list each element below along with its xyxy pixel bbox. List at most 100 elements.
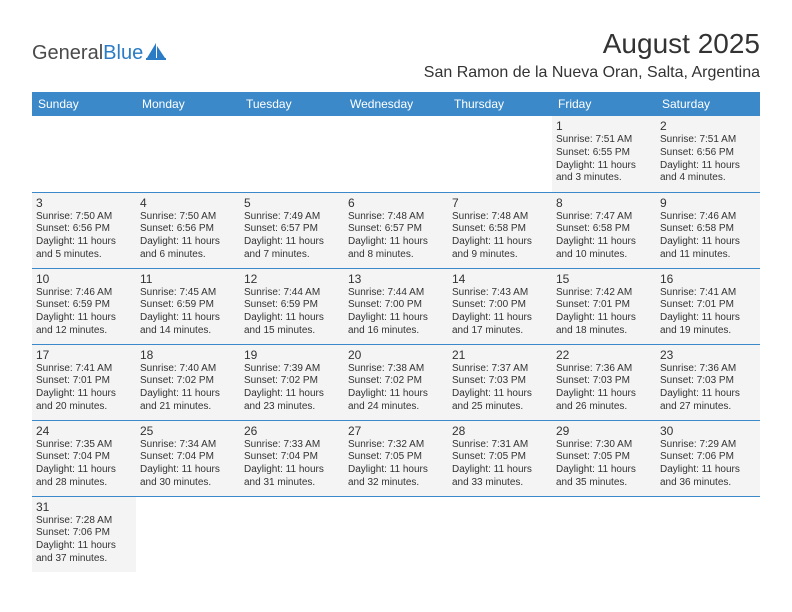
day-number: 22: [556, 348, 652, 362]
calendar-cell: 2Sunrise: 7:51 AMSunset: 6:56 PMDaylight…: [656, 116, 760, 192]
day-number: 15: [556, 272, 652, 286]
col-sunday: Sunday: [32, 92, 136, 116]
day-number: 31: [36, 500, 132, 514]
day-details: Sunrise: 7:51 AMSunset: 6:55 PMDaylight:…: [556, 134, 652, 185]
day-number: 3: [36, 196, 132, 210]
calendar-cell: [448, 116, 552, 192]
day-details: Sunrise: 7:50 AMSunset: 6:56 PMDaylight:…: [36, 211, 132, 262]
calendar-row: 17Sunrise: 7:41 AMSunset: 7:01 PMDayligh…: [32, 344, 760, 420]
calendar-cell: 21Sunrise: 7:37 AMSunset: 7:03 PMDayligh…: [448, 344, 552, 420]
calendar-cell: 1Sunrise: 7:51 AMSunset: 6:55 PMDaylight…: [552, 116, 656, 192]
calendar-cell: [656, 496, 760, 572]
day-details: Sunrise: 7:47 AMSunset: 6:58 PMDaylight:…: [556, 211, 652, 262]
day-details: Sunrise: 7:31 AMSunset: 7:05 PMDaylight:…: [452, 439, 548, 490]
day-details: Sunrise: 7:48 AMSunset: 6:58 PMDaylight:…: [452, 211, 548, 262]
calendar-cell: 13Sunrise: 7:44 AMSunset: 7:00 PMDayligh…: [344, 268, 448, 344]
calendar-row: 31Sunrise: 7:28 AMSunset: 7:06 PMDayligh…: [32, 496, 760, 572]
logo: GeneralBlue: [32, 42, 167, 65]
day-details: Sunrise: 7:45 AMSunset: 6:59 PMDaylight:…: [140, 287, 236, 338]
day-details: Sunrise: 7:40 AMSunset: 7:02 PMDaylight:…: [140, 363, 236, 414]
day-details: Sunrise: 7:41 AMSunset: 7:01 PMDaylight:…: [36, 363, 132, 414]
calendar-row: 24Sunrise: 7:35 AMSunset: 7:04 PMDayligh…: [32, 420, 760, 496]
day-number: 11: [140, 272, 236, 286]
col-friday: Friday: [552, 92, 656, 116]
calendar-cell: 6Sunrise: 7:48 AMSunset: 6:57 PMDaylight…: [344, 192, 448, 268]
calendar-cell: 9Sunrise: 7:46 AMSunset: 6:58 PMDaylight…: [656, 192, 760, 268]
day-number: 14: [452, 272, 548, 286]
col-monday: Monday: [136, 92, 240, 116]
day-details: Sunrise: 7:49 AMSunset: 6:57 PMDaylight:…: [244, 211, 340, 262]
day-details: Sunrise: 7:51 AMSunset: 6:56 PMDaylight:…: [660, 134, 756, 185]
day-details: Sunrise: 7:44 AMSunset: 6:59 PMDaylight:…: [244, 287, 340, 338]
col-wednesday: Wednesday: [344, 92, 448, 116]
day-number: 13: [348, 272, 444, 286]
day-details: Sunrise: 7:33 AMSunset: 7:04 PMDaylight:…: [244, 439, 340, 490]
day-details: Sunrise: 7:42 AMSunset: 7:01 PMDaylight:…: [556, 287, 652, 338]
day-details: Sunrise: 7:36 AMSunset: 7:03 PMDaylight:…: [660, 363, 756, 414]
day-number: 23: [660, 348, 756, 362]
calendar-cell: [344, 116, 448, 192]
calendar-cell: 20Sunrise: 7:38 AMSunset: 7:02 PMDayligh…: [344, 344, 448, 420]
day-number: 8: [556, 196, 652, 210]
calendar-cell: [240, 496, 344, 572]
logo-sail-icon: [145, 41, 167, 61]
calendar-row: 10Sunrise: 7:46 AMSunset: 6:59 PMDayligh…: [32, 268, 760, 344]
day-details: Sunrise: 7:46 AMSunset: 6:59 PMDaylight:…: [36, 287, 132, 338]
calendar-cell: 4Sunrise: 7:50 AMSunset: 6:56 PMDaylight…: [136, 192, 240, 268]
calendar-cell: 14Sunrise: 7:43 AMSunset: 7:00 PMDayligh…: [448, 268, 552, 344]
day-number: 30: [660, 424, 756, 438]
day-number: 4: [140, 196, 236, 210]
calendar-cell: 8Sunrise: 7:47 AMSunset: 6:58 PMDaylight…: [552, 192, 656, 268]
day-number: 7: [452, 196, 548, 210]
day-details: Sunrise: 7:36 AMSunset: 7:03 PMDaylight:…: [556, 363, 652, 414]
calendar-cell: 15Sunrise: 7:42 AMSunset: 7:01 PMDayligh…: [552, 268, 656, 344]
calendar-cell: 31Sunrise: 7:28 AMSunset: 7:06 PMDayligh…: [32, 496, 136, 572]
day-number: 6: [348, 196, 444, 210]
day-number: 1: [556, 119, 652, 133]
calendar-cell: 26Sunrise: 7:33 AMSunset: 7:04 PMDayligh…: [240, 420, 344, 496]
calendar-cell: 5Sunrise: 7:49 AMSunset: 6:57 PMDaylight…: [240, 192, 344, 268]
day-details: Sunrise: 7:48 AMSunset: 6:57 PMDaylight:…: [348, 211, 444, 262]
day-number: 12: [244, 272, 340, 286]
day-number: 27: [348, 424, 444, 438]
day-details: Sunrise: 7:37 AMSunset: 7:03 PMDaylight:…: [452, 363, 548, 414]
col-saturday: Saturday: [656, 92, 760, 116]
calendar-cell: 10Sunrise: 7:46 AMSunset: 6:59 PMDayligh…: [32, 268, 136, 344]
day-details: Sunrise: 7:50 AMSunset: 6:56 PMDaylight:…: [140, 211, 236, 262]
calendar-cell: 17Sunrise: 7:41 AMSunset: 7:01 PMDayligh…: [32, 344, 136, 420]
day-number: 21: [452, 348, 548, 362]
calendar-cell: 27Sunrise: 7:32 AMSunset: 7:05 PMDayligh…: [344, 420, 448, 496]
day-number: 9: [660, 196, 756, 210]
day-number: 5: [244, 196, 340, 210]
calendar-row: 3Sunrise: 7:50 AMSunset: 6:56 PMDaylight…: [32, 192, 760, 268]
calendar-cell: [136, 496, 240, 572]
calendar-header-row: Sunday Monday Tuesday Wednesday Thursday…: [32, 92, 760, 116]
title-block: August 2025 San Ramon de la Nueva Oran, …: [424, 28, 760, 82]
day-number: 25: [140, 424, 236, 438]
calendar-cell: 24Sunrise: 7:35 AMSunset: 7:04 PMDayligh…: [32, 420, 136, 496]
calendar-cell: 28Sunrise: 7:31 AMSunset: 7:05 PMDayligh…: [448, 420, 552, 496]
calendar-cell: [344, 496, 448, 572]
header: GeneralBlue August 2025 San Ramon de la …: [32, 28, 760, 82]
col-thursday: Thursday: [448, 92, 552, 116]
day-number: 20: [348, 348, 444, 362]
calendar-cell: 19Sunrise: 7:39 AMSunset: 7:02 PMDayligh…: [240, 344, 344, 420]
day-details: Sunrise: 7:30 AMSunset: 7:05 PMDaylight:…: [556, 439, 652, 490]
day-number: 16: [660, 272, 756, 286]
day-details: Sunrise: 7:38 AMSunset: 7:02 PMDaylight:…: [348, 363, 444, 414]
day-details: Sunrise: 7:46 AMSunset: 6:58 PMDaylight:…: [660, 211, 756, 262]
calendar-cell: [552, 496, 656, 572]
day-number: 24: [36, 424, 132, 438]
day-number: 26: [244, 424, 340, 438]
day-number: 17: [36, 348, 132, 362]
calendar-table: Sunday Monday Tuesday Wednesday Thursday…: [32, 92, 760, 572]
day-number: 2: [660, 119, 756, 133]
day-details: Sunrise: 7:41 AMSunset: 7:01 PMDaylight:…: [660, 287, 756, 338]
calendar-cell: [136, 116, 240, 192]
calendar-cell: [448, 496, 552, 572]
day-details: Sunrise: 7:44 AMSunset: 7:00 PMDaylight:…: [348, 287, 444, 338]
calendar-cell: [32, 116, 136, 192]
calendar-cell: 25Sunrise: 7:34 AMSunset: 7:04 PMDayligh…: [136, 420, 240, 496]
calendar-cell: 11Sunrise: 7:45 AMSunset: 6:59 PMDayligh…: [136, 268, 240, 344]
calendar-row: 1Sunrise: 7:51 AMSunset: 6:55 PMDaylight…: [32, 116, 760, 192]
